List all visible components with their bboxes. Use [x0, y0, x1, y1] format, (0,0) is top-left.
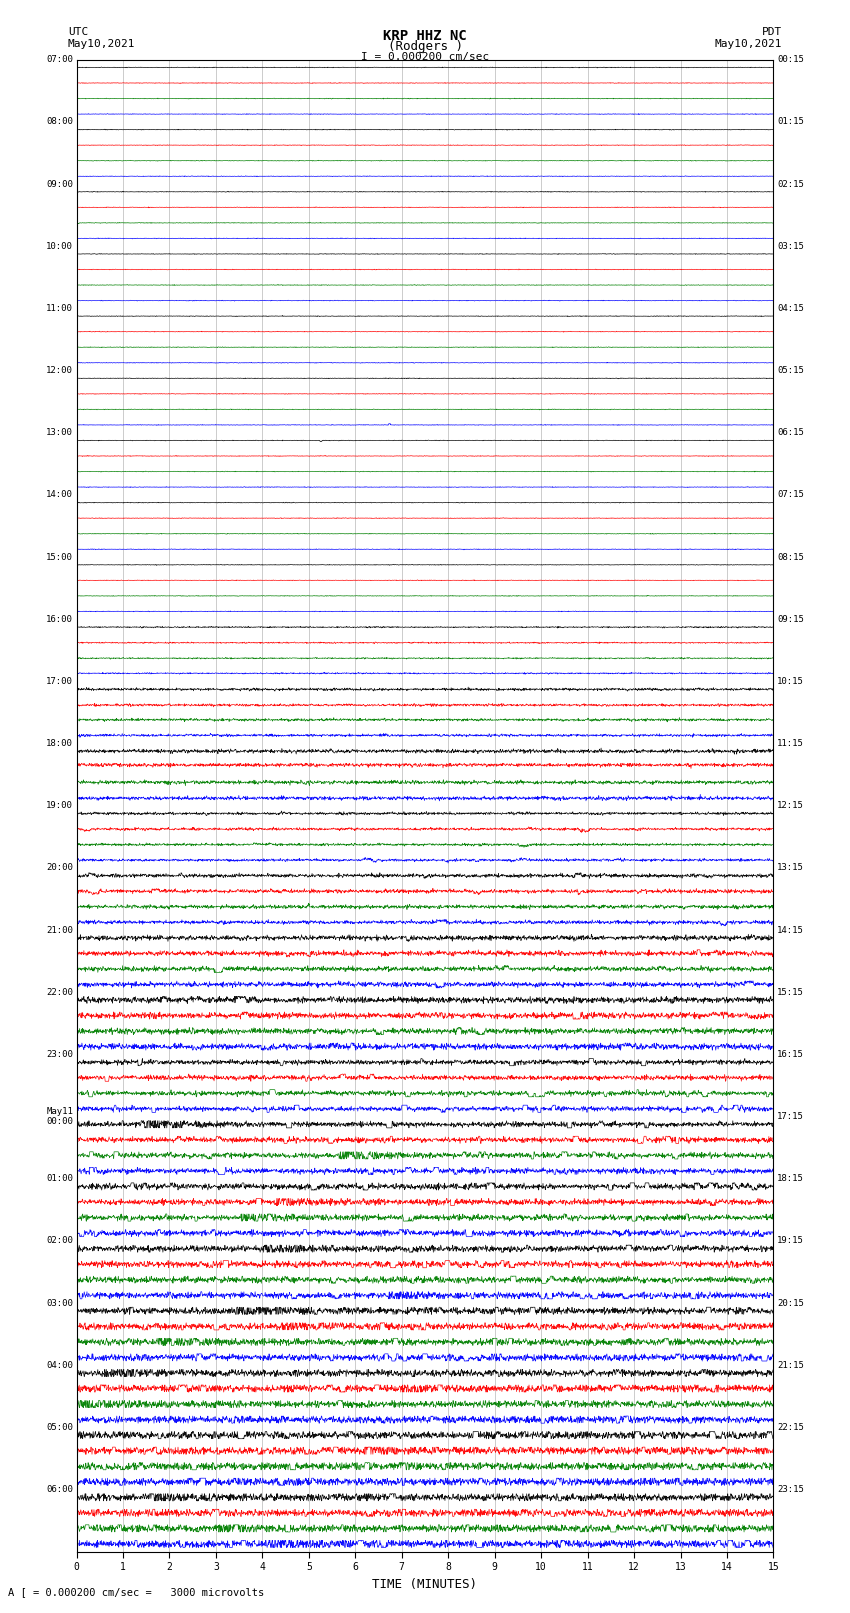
Text: 06:15: 06:15 [777, 427, 804, 437]
Text: 23:00: 23:00 [46, 1050, 73, 1058]
Text: 20:15: 20:15 [777, 1298, 804, 1308]
Text: 01:00: 01:00 [46, 1174, 73, 1184]
Text: May10,2021: May10,2021 [68, 39, 135, 48]
Text: 08:00: 08:00 [46, 118, 73, 126]
Text: 02:00: 02:00 [46, 1237, 73, 1245]
Text: 15:15: 15:15 [777, 987, 804, 997]
Text: 07:00: 07:00 [46, 55, 73, 65]
Text: KRP HHZ NC: KRP HHZ NC [383, 29, 467, 44]
Text: (Rodgers ): (Rodgers ) [388, 40, 462, 53]
Text: 05:00: 05:00 [46, 1423, 73, 1432]
Text: 00:15: 00:15 [777, 55, 804, 65]
Text: 18:15: 18:15 [777, 1174, 804, 1184]
Text: 04:15: 04:15 [777, 303, 804, 313]
Text: 21:15: 21:15 [777, 1361, 804, 1369]
Text: 13:15: 13:15 [777, 863, 804, 873]
Text: 01:15: 01:15 [777, 118, 804, 126]
Text: 17:15: 17:15 [777, 1111, 804, 1121]
Text: 06:00: 06:00 [46, 1486, 73, 1494]
Text: 11:00: 11:00 [46, 303, 73, 313]
Text: 05:15: 05:15 [777, 366, 804, 374]
Text: 09:00: 09:00 [46, 179, 73, 189]
Text: 02:15: 02:15 [777, 179, 804, 189]
Text: 03:15: 03:15 [777, 242, 804, 250]
Text: 23:15: 23:15 [777, 1486, 804, 1494]
Text: 07:15: 07:15 [777, 490, 804, 500]
Text: 10:15: 10:15 [777, 677, 804, 686]
Text: 20:00: 20:00 [46, 863, 73, 873]
Text: 16:15: 16:15 [777, 1050, 804, 1058]
Text: 22:00: 22:00 [46, 987, 73, 997]
Text: 13:00: 13:00 [46, 427, 73, 437]
Text: 09:15: 09:15 [777, 615, 804, 624]
Text: 11:15: 11:15 [777, 739, 804, 748]
Text: May10,2021: May10,2021 [715, 39, 782, 48]
Text: 14:15: 14:15 [777, 926, 804, 934]
Text: May11
00:00: May11 00:00 [46, 1107, 73, 1126]
Text: 18:00: 18:00 [46, 739, 73, 748]
Text: I = 0.000200 cm/sec: I = 0.000200 cm/sec [361, 52, 489, 61]
Text: 22:15: 22:15 [777, 1423, 804, 1432]
Text: PDT: PDT [762, 27, 782, 37]
Text: 10:00: 10:00 [46, 242, 73, 250]
Text: A [ = 0.000200 cm/sec =   3000 microvolts: A [ = 0.000200 cm/sec = 3000 microvolts [8, 1587, 264, 1597]
Text: 21:00: 21:00 [46, 926, 73, 934]
Text: 19:15: 19:15 [777, 1237, 804, 1245]
Text: 12:00: 12:00 [46, 366, 73, 374]
Text: 14:00: 14:00 [46, 490, 73, 500]
Text: 08:15: 08:15 [777, 553, 804, 561]
Text: UTC: UTC [68, 27, 88, 37]
Text: 19:00: 19:00 [46, 802, 73, 810]
Text: 16:00: 16:00 [46, 615, 73, 624]
Text: 15:00: 15:00 [46, 553, 73, 561]
Text: 03:00: 03:00 [46, 1298, 73, 1308]
Text: 17:00: 17:00 [46, 677, 73, 686]
Text: 12:15: 12:15 [777, 802, 804, 810]
X-axis label: TIME (MINUTES): TIME (MINUTES) [372, 1578, 478, 1590]
Text: 04:00: 04:00 [46, 1361, 73, 1369]
